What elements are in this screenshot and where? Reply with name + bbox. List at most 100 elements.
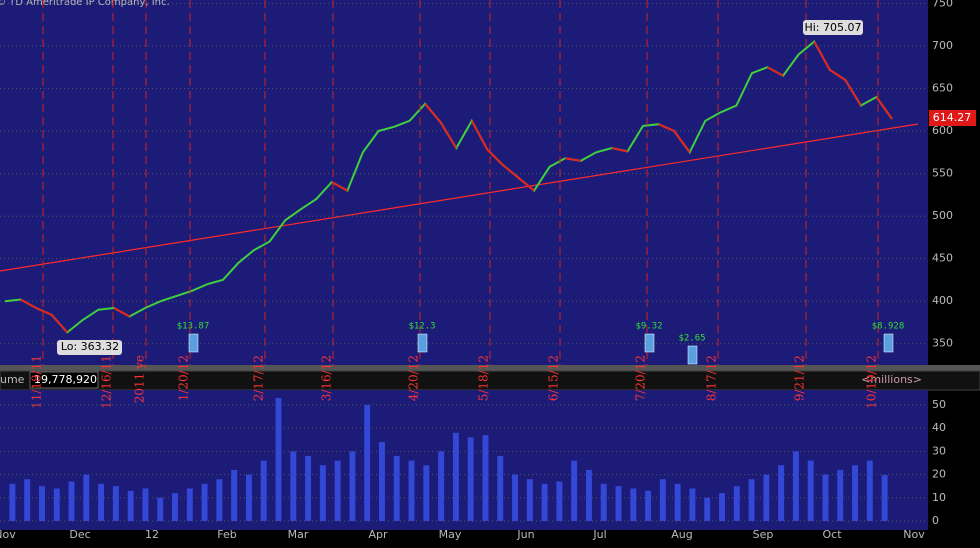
volume-bar [157,497,164,521]
volume-bar [305,456,312,521]
dividend-icon [687,345,698,365]
volume-bar [615,486,622,521]
volume-bar [438,451,445,521]
volume-bar [393,456,400,521]
dividend-label: $8.928 [872,322,905,332]
last-price-box [929,110,976,126]
event-label: 4/20/12 [407,355,421,401]
down-segment [658,123,675,132]
volume-bar [807,460,814,521]
volume-bar [39,486,45,521]
event-label: 9/21/12 [793,355,807,401]
y-tick-label: 500 [932,209,953,222]
volume-bar [467,437,474,521]
down-segment [486,149,504,166]
dividend-label: $2.65 [678,334,705,344]
down-segment [767,66,784,77]
volume-bar [585,469,592,521]
x-tick-label: Aug [671,528,692,541]
volume-bar [408,460,415,521]
down-segment [844,79,862,107]
volume-bar [290,451,297,521]
volume-bar [556,481,563,521]
volume-last: 19,778,920 [34,373,97,386]
down-segment [829,68,846,81]
volume-bar [645,490,652,521]
down-segment [424,103,442,124]
volume-bar [482,435,489,521]
volume-title: ume [0,373,25,386]
down-segment [502,164,520,179]
down-segment [35,307,53,316]
volume-bar [748,479,755,521]
volume-bar [497,456,504,521]
down-segment [470,120,489,151]
down-segment [50,314,68,334]
y-tick-label: 650 [932,81,953,94]
volume-bar [659,479,666,521]
volume-bar [364,404,371,521]
event-label: 1/20/12 [177,355,191,401]
low-label: Lo: 363.32 [61,340,119,353]
volume-bar [689,488,696,521]
high-label: Hi: 705.07 [804,21,861,34]
volume-bar [837,469,844,521]
volume-bar [733,486,740,521]
dividend-icon [883,333,894,353]
volume-unit: <millions> [861,373,922,386]
volume-bar [231,469,238,521]
volume-bar [512,474,518,521]
x-tick-label: Jun [516,528,534,541]
volume-bar [68,481,75,521]
y-tick-label: 700 [932,39,953,52]
x-tick-label: Jul [592,528,606,541]
volume-bar [600,483,607,521]
volume-bar [792,451,799,521]
x-tick-label: Oct [822,528,842,541]
y-tick-label: 600 [932,124,953,137]
down-segment [673,130,691,153]
x-tick-label: Apr [368,528,388,541]
low-box [57,340,122,355]
x-tick-label: Nov [0,528,16,541]
volume-bar [778,465,785,521]
volume-bar [201,483,208,521]
volume-bar [245,474,252,521]
down-segment [439,121,458,149]
y-tick-label: 10 [932,491,946,504]
y-tick-label: 550 [932,167,953,180]
x-tick-label: Mar [288,528,309,541]
down-segment [565,157,581,162]
down-segment [813,41,831,71]
volume-bar [526,479,533,521]
volume-bar [319,465,326,521]
volume-bar [275,397,282,521]
last-price-label: 614.27 [933,111,972,124]
down-segment [611,147,628,153]
dividend-icon [644,333,655,353]
volume-bar [334,460,341,521]
down-segment [20,298,37,309]
volume-bar [186,488,193,521]
volume-panel [0,390,928,530]
volume-bar [866,460,873,521]
high-box [803,20,863,35]
volume-bar [763,474,770,521]
y-tick-label: 400 [932,294,953,307]
volume-bar [704,497,711,521]
volume-bar [260,460,267,521]
x-tick-label: 12 [145,528,159,541]
volume-bar [379,442,385,521]
event-label: 6/15/12 [547,355,561,401]
x-tick-label: Nov [903,528,925,541]
volume-bar [98,483,105,521]
volume-bar [881,475,888,521]
y-tick-label: 40 [932,421,946,434]
panel-separator [0,365,980,371]
dividend-icon [188,333,199,353]
volume-box [29,371,99,389]
volume-bar [24,479,31,521]
down-segment [113,307,130,318]
y-tick-label: 350 [932,337,953,350]
